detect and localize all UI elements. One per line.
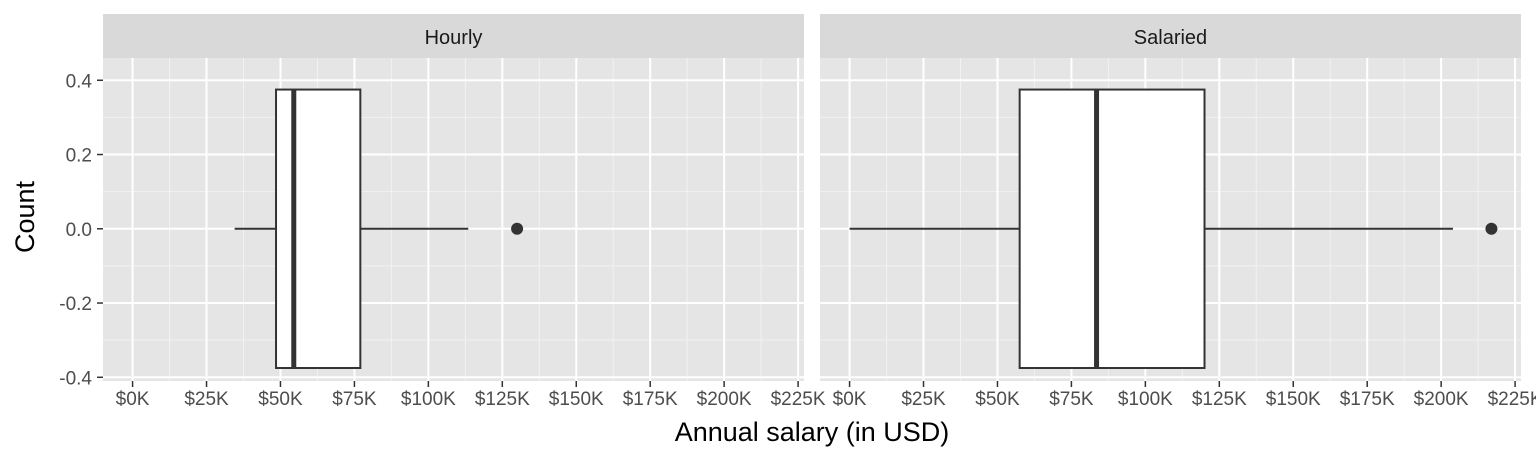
x-tick-label: $25K [901,389,946,410]
outlier-point [511,222,524,235]
y-tick-label: -0.4 [59,368,92,389]
y-tick-label: 0.4 [66,71,93,92]
x-tick-label: $200K [1414,389,1469,410]
x-tick-label: $0K [833,389,867,410]
y-tick-label: 0.0 [66,220,92,241]
x-tick-label: $50K [975,389,1020,410]
y-axis-title: Count [10,180,40,253]
facet-strip-label: Hourly [425,27,483,49]
panel-background [103,58,804,381]
x-tick-label: $125K [475,389,530,410]
y-tick-label: 0.2 [66,146,92,167]
facet-panel-0: Hourly $0K $25K $50K $75K $100K $125K $150K $175… [103,14,826,410]
facet-strip [820,14,1521,58]
x-tick-label: $225K [1488,389,1536,410]
facet-strip-label: Salaried [1134,27,1207,49]
facet-panels: Hourly $0K $25K $50K $75K $100K $125K $150K $175… [103,14,1536,410]
x-axis-title: Annual salary (in USD) [675,417,950,447]
x-tick-label: $0K [116,389,150,410]
x-tick-label: $225K [771,389,826,410]
facet-strip [103,14,804,58]
x-tick-label: $25K [184,389,229,410]
x-tick-label: $150K [1266,389,1321,410]
x-tick-label: $150K [549,389,604,410]
y-axis: 0.4 0.2 0.0 -0.2 -0.4 [59,71,103,389]
x-tick-label: $75K [1049,389,1094,410]
x-tick-label: $100K [1118,389,1173,410]
x-tick-label: $75K [332,389,377,410]
x-tick-label: $175K [1340,389,1395,410]
iqr-box [275,88,362,370]
iqr-box [1018,88,1206,370]
y-tick-label: -0.2 [59,294,92,315]
x-tick-label: $50K [258,389,303,410]
x-tick-label: $125K [1192,389,1247,410]
x-tick-label: $100K [401,389,456,410]
x-tick-label: $200K [697,389,752,410]
outlier-point [1485,222,1498,235]
facet-panel-1: Salaried $0K $25K $50K $75K $100K $125K $150K $1… [820,14,1536,410]
x-tick-label: $175K [623,389,678,410]
